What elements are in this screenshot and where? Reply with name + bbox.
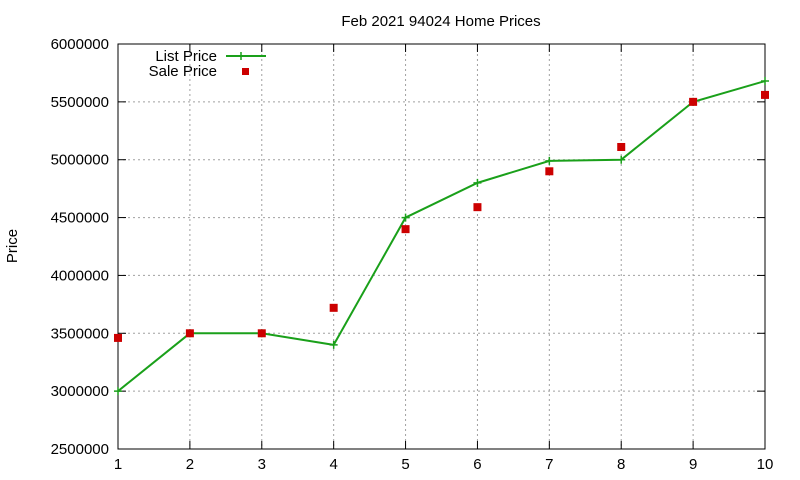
grid <box>118 44 765 449</box>
y-tick-label: 3500000 <box>51 325 109 342</box>
x-tick-label: 2 <box>186 456 194 473</box>
y-tick-label: 3000000 <box>51 383 109 400</box>
data-point-sale-price <box>114 333 122 342</box>
y-tick-label: 4500000 <box>51 210 109 227</box>
data-point-sale-price <box>617 142 626 151</box>
y-tick-label: 4000000 <box>51 267 109 284</box>
x-tick-label: 3 <box>258 456 266 473</box>
data-point-sale-price <box>545 167 554 176</box>
series-layer <box>114 77 769 396</box>
data-point-list-price <box>114 387 122 396</box>
data-point-list-price <box>329 340 338 349</box>
data-point-sale-price <box>401 225 410 234</box>
y-axis-label: Price <box>4 229 21 263</box>
y-tick-label: 6000000 <box>51 36 109 53</box>
x-tick-label: 6 <box>473 456 481 473</box>
data-point-list-price <box>473 178 482 187</box>
y-tick-label: 5500000 <box>51 94 109 111</box>
data-point-sale-price <box>257 329 266 338</box>
legend: List Price Sale Price <box>149 48 266 80</box>
series-line-list-price <box>117 80 766 392</box>
data-point-list-price <box>617 155 626 164</box>
x-tick-label: 9 <box>689 456 697 473</box>
plot-frame <box>117 43 766 450</box>
legend-marker-list-price <box>237 52 245 60</box>
legend-label-list-price: List Price <box>155 48 217 65</box>
data-point-sale-price <box>689 97 698 106</box>
data-point-sale-price <box>473 203 482 212</box>
legend-label-sale-price: Sale Price <box>149 63 217 80</box>
y-axis-ticks: 2500000 3000000 3500000 4000000 4500000 50000… <box>51 36 765 458</box>
x-tick-label: 1 <box>114 456 122 473</box>
x-tick-label: 5 <box>401 456 409 473</box>
chart-title: Feb 2021 94024 Home Prices <box>341 13 540 30</box>
x-tick-label: 10 <box>757 456 774 473</box>
data-point-sale-price <box>761 90 769 99</box>
data-point-sale-price <box>185 329 194 338</box>
x-tick-label: 7 <box>545 456 553 473</box>
data-point-list-price <box>761 77 769 86</box>
data-point-sale-price <box>329 303 338 312</box>
legend-marker-sale-price <box>242 68 249 75</box>
data-point-list-price <box>545 156 554 165</box>
x-tick-label: 4 <box>329 456 337 473</box>
x-axis-ticks: 1 2 3 4 5 6 7 8 9 10 <box>114 44 774 473</box>
y-tick-label: 2500000 <box>51 441 109 458</box>
data-point-list-price <box>401 213 410 222</box>
y-tick-label: 5000000 <box>51 152 109 169</box>
x-tick-label: 8 <box>617 456 625 473</box>
